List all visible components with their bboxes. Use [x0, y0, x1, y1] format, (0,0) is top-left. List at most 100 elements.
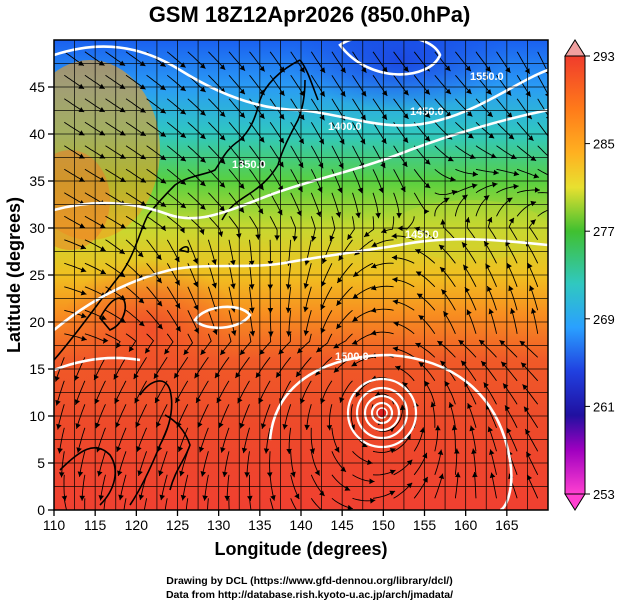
- streamline-arrowhead: [321, 281, 327, 287]
- streamline-arrowhead: [248, 284, 255, 290]
- streamline-arrowhead: [80, 244, 86, 250]
- streamline-arrowhead: [145, 347, 151, 354]
- streamline-arrowhead: [266, 472, 273, 478]
- streamline-arrowhead: [230, 283, 236, 289]
- streamline-arrowhead: [534, 187, 540, 193]
- streamline-arrowhead: [249, 330, 256, 337]
- streamline-arrowhead: [445, 111, 452, 117]
- streamline-arrowhead: [329, 235, 335, 241]
- streamline-arrowhead: [290, 471, 296, 478]
- streamline-arrowhead: [487, 426, 493, 433]
- streamline-arrowhead: [533, 173, 539, 179]
- streamline-arrowhead: [522, 384, 528, 390]
- x-tick-label: 140: [289, 517, 313, 533]
- streamline-arrowhead: [309, 448, 315, 454]
- streamline: [537, 168, 548, 176]
- streamline-arrowhead: [487, 286, 493, 292]
- contour-label: 1350.0: [232, 159, 266, 171]
- streamline-arrowhead: [503, 383, 509, 389]
- streamline-arrowhead: [94, 398, 100, 405]
- streamline-arrowhead: [202, 495, 208, 501]
- streamline-arrowhead: [134, 397, 140, 404]
- streamline-arrowhead: [199, 180, 206, 186]
- cyclone-rings: [346, 377, 418, 449]
- streamline-arrowhead: [555, 191, 560, 197]
- streamline-arrowhead: [200, 471, 206, 477]
- streamline-arrowhead: [183, 349, 189, 355]
- streamline-arrowhead: [347, 504, 353, 510]
- streamline-arrowhead: [519, 340, 526, 347]
- streamline-arrowhead: [239, 422, 245, 429]
- streamline-arrowhead: [317, 186, 323, 193]
- streamline-arrowhead: [531, 308, 537, 314]
- streamline-arrowhead: [316, 211, 322, 217]
- streamline-arrowhead: [479, 340, 485, 346]
- streamline-arrowhead: [506, 197, 513, 203]
- streamline-arrowhead: [458, 340, 465, 346]
- streamline-arrowhead: [481, 361, 487, 367]
- streamline-arrowhead: [80, 267, 87, 273]
- contour-label: 1450.0: [405, 229, 439, 241]
- streamline-arrowhead: [75, 423, 81, 429]
- x-tick-label: 130: [207, 517, 231, 533]
- streamline-arrowhead: [351, 339, 358, 345]
- y-tick-label: 45: [29, 79, 45, 95]
- streamline-arrowhead: [219, 205, 225, 212]
- streamline: [207, 498, 209, 510]
- streamline-arrowhead: [211, 282, 217, 289]
- streamline-arrowhead: [467, 403, 473, 409]
- y-tick-label: 20: [29, 314, 45, 330]
- streamline-arrowhead: [286, 448, 292, 454]
- streamline: [269, 498, 274, 510]
- streamline-arrowhead: [67, 517, 72, 523]
- streamline-arrowhead: [140, 130, 146, 136]
- streamline-arrowhead: [490, 153, 497, 159]
- streamline-arrowhead: [462, 242, 468, 248]
- streamline-arrowhead: [445, 88, 451, 95]
- colorbar-bottom-arrow: [564, 493, 586, 511]
- streamline-arrowhead: [303, 306, 309, 312]
- streamline-arrowhead: [340, 67, 346, 73]
- streamline-arrowhead: [219, 134, 226, 141]
- streamline-arrowhead: [219, 64, 226, 70]
- streamline-arrowhead: [319, 90, 325, 97]
- streamline-arrowhead: [285, 307, 292, 313]
- streamline-arrowhead: [492, 182, 498, 188]
- y-axis-label: Latitude (degrees): [4, 197, 24, 353]
- streamline-arrowhead: [216, 397, 222, 404]
- streamline-arrowhead: [469, 425, 475, 432]
- streamline-arrowhead: [259, 65, 265, 72]
- streamline-arrowhead: [255, 234, 261, 240]
- streamline-arrowhead: [508, 217, 514, 224]
- streamline-arrowhead: [392, 276, 398, 283]
- streamline-arrowhead: [258, 208, 264, 214]
- streamline-arrowhead: [505, 67, 511, 73]
- y-tick-label: 10: [29, 408, 45, 424]
- streamline-arrowhead: [138, 297, 144, 304]
- streamline: [143, 498, 148, 510]
- streamline-arrowhead: [437, 449, 444, 455]
- streamline-arrowhead: [199, 204, 206, 210]
- streamline-arrowhead: [277, 209, 283, 216]
- streamline-arrowhead: [180, 155, 186, 162]
- streamline-arrowhead: [299, 67, 305, 73]
- streamline-arrowhead: [157, 323, 163, 330]
- streamline: [537, 122, 548, 137]
- streamline-arrowhead: [193, 281, 199, 287]
- credit-data-source: Data from http://database.rish.kyoto-u.a…: [165, 589, 454, 601]
- streamline-arrowhead: [129, 346, 135, 352]
- streamline-arrowhead: [513, 183, 519, 190]
- streamline-arrowhead: [487, 217, 493, 223]
- y-tick-label: 40: [29, 126, 45, 142]
- streamline-arrowhead: [472, 171, 478, 177]
- streamline-arrowhead: [120, 223, 126, 229]
- x-tick-label: 165: [495, 517, 519, 533]
- streamline-arrowhead: [416, 271, 422, 277]
- streamline-arrowhead: [485, 263, 491, 270]
- streamline-arrowhead: [521, 362, 527, 368]
- streamline-arrowhead: [440, 219, 446, 225]
- streamline-arrowhead: [55, 399, 61, 406]
- streamline-arrowhead: [465, 65, 471, 72]
- streamline: [249, 498, 252, 510]
